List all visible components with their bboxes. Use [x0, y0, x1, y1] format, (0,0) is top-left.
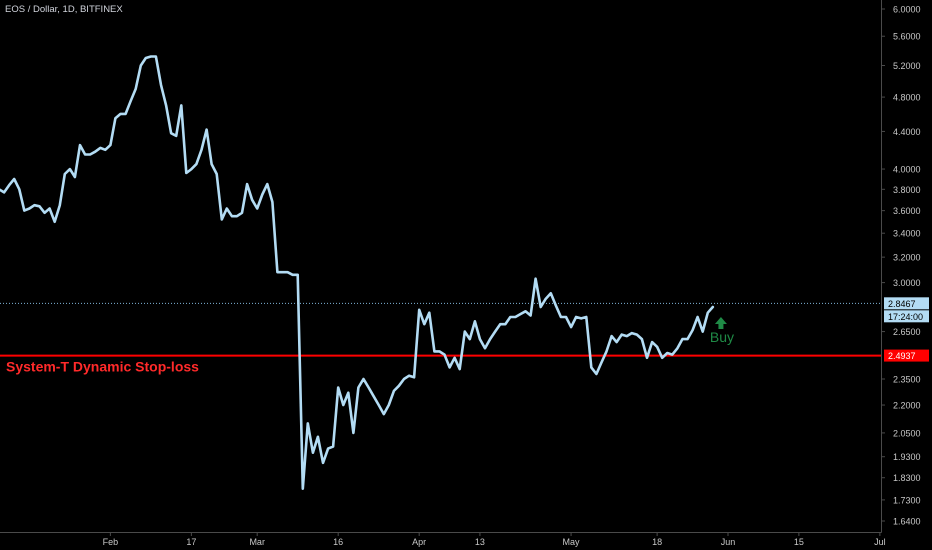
price-tick-label: 1.8300 [893, 473, 921, 483]
time-tick-label: May [563, 537, 581, 547]
price-tick-label: 3.4000 [893, 229, 921, 239]
time-tick-label: 15 [794, 537, 804, 547]
last-price-label: 2.8467 [888, 299, 916, 309]
time-tick-label: 13 [475, 537, 485, 547]
price-tick-label: 3.6000 [893, 206, 921, 216]
stop-loss-price-tag [884, 349, 929, 362]
time-tick-label: Jun [721, 537, 736, 547]
time-tick-label: Mar [249, 537, 265, 547]
buy-signal-label: Buy [710, 329, 734, 345]
time-tick-label: 17 [186, 537, 196, 547]
countdown-label: 17:24:00 [888, 312, 923, 322]
price-tick-label: 4.8000 [893, 93, 921, 103]
buy-arrow-icon [714, 317, 727, 329]
price-tick-label: 2.6500 [893, 327, 921, 337]
price-tick-label: 5.6000 [893, 32, 921, 42]
price-tick-label: 2.2000 [893, 401, 921, 411]
time-tick-label: Jul [874, 537, 886, 547]
price-tick-label: 4.0000 [893, 165, 921, 175]
price-tick-label: 2.3500 [893, 375, 921, 385]
price-tick-label: 3.0000 [893, 278, 921, 288]
stop-loss-label: System-T Dynamic Stop-loss [6, 359, 199, 375]
price-tick-label: 5.2000 [893, 61, 921, 71]
price-tick-label: 1.7300 [893, 495, 921, 505]
time-tick-label: 16 [333, 537, 343, 547]
price-tick-label: 4.4000 [893, 127, 921, 137]
time-tick-label: 18 [652, 537, 662, 547]
price-tick-label: 2.0500 [893, 428, 921, 438]
price-tick-label: 3.2000 [893, 253, 921, 263]
time-tick-label: Apr [412, 537, 426, 547]
symbol-title: EOS / Dollar, 1D, BITFINEX [5, 4, 123, 15]
countdown-tag [884, 310, 929, 323]
price-tick-label: 3.8000 [893, 185, 921, 195]
time-tick-label: Feb [103, 537, 119, 547]
last-price-tag [884, 297, 929, 310]
stop-loss-price-label: 2.4937 [888, 351, 916, 361]
price-tick-label: 1.9300 [893, 452, 921, 462]
price-line[interactable] [0, 55, 715, 491]
price-tick-label: 6.0000 [893, 5, 921, 15]
price-tick-label: 1.6400 [893, 517, 921, 527]
